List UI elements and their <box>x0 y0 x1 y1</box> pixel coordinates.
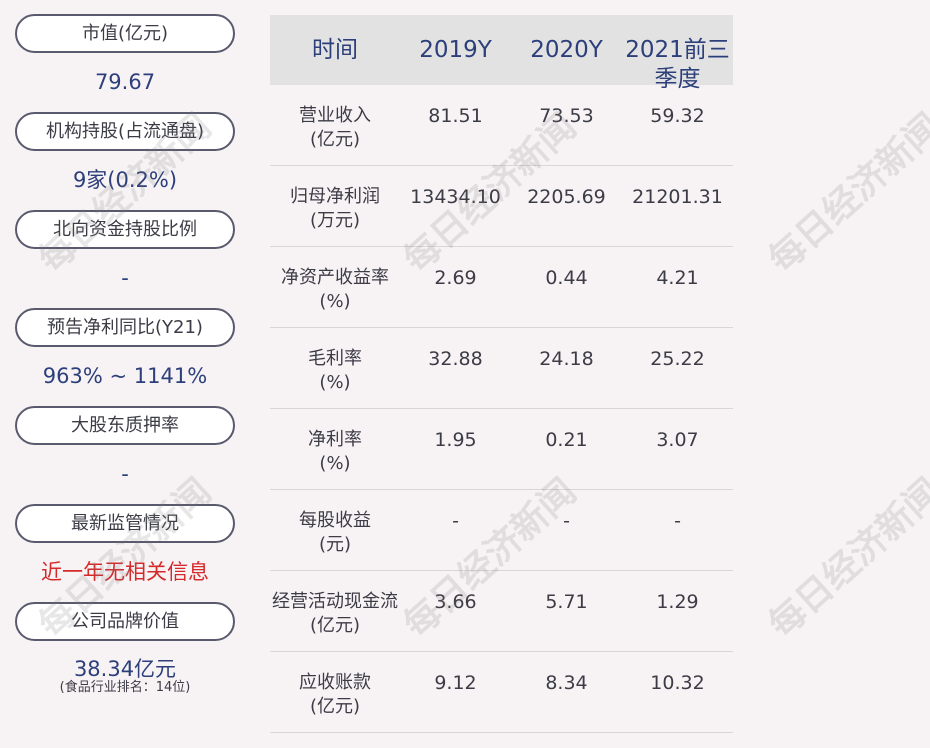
row-label: 归母净利润 (万元) <box>270 166 400 246</box>
header-2021-q3: 2021前三季度 <box>625 37 730 92</box>
northbound-ratio-label: 北向资金持股比例 <box>15 210 235 249</box>
table-cell: 4.21 <box>656 267 699 289</box>
table-cell: 21201.31 <box>632 186 723 208</box>
table-cell: 25.22 <box>650 348 705 370</box>
table-cell: 10.32 <box>650 672 705 694</box>
row-label-unit: (%) <box>319 453 351 474</box>
row-label-name: 每股收益 <box>299 510 371 531</box>
table-cell: 3.07 <box>656 429 699 451</box>
table-cell: 3.66 <box>434 591 477 613</box>
row-label: 毛利率 (%) <box>270 328 400 408</box>
row-label-name: 营业收入 <box>299 105 371 126</box>
table-cell: 0.21 <box>545 429 588 451</box>
header-2020: 2020Y <box>530 37 603 63</box>
table-header: 时间 2019Y 2020Y 2021前三季度 <box>270 15 733 92</box>
table-cell: - <box>674 510 681 532</box>
table-cell: 81.51 <box>428 105 483 127</box>
table-body: 营业收入 (亿元) 81.51 73.53 59.32 归母净利润 (万元) 13434.10… <box>270 85 733 733</box>
row-label-unit: (亿元) <box>309 129 361 150</box>
table-row: 净资产收益率 (%) 2.69 0.44 4.21 <box>270 247 733 328</box>
table-cell: 32.88 <box>428 348 483 370</box>
table-row: 归母净利润 (万元) 13434.10 2205.69 21201.31 <box>270 166 733 247</box>
table-cell: 5.71 <box>545 591 588 613</box>
table-cell: 8.34 <box>545 672 588 694</box>
table-row: 毛利率 (%) 32.88 24.18 25.22 <box>270 328 733 409</box>
row-label-name: 净利率 <box>308 429 362 450</box>
row-label-name: 净资产收益率 <box>281 267 389 288</box>
table-cell: - <box>563 510 570 532</box>
brand-value-label: 公司品牌价值 <box>15 602 235 641</box>
financial-table: 时间 2019Y 2020Y 2021前三季度 营业收入 (亿元) 81.51 73.… <box>270 15 733 733</box>
row-label: 应收账款 (亿元) <box>270 652 400 732</box>
table-row: 每股收益 (元) - - - <box>270 490 733 571</box>
market-cap-value: 79.67 <box>94 70 156 94</box>
brand-rank-note: (食品行业排名：14位) <box>59 680 191 695</box>
table-cell: 73.53 <box>539 105 594 127</box>
table-cell: 24.18 <box>539 348 594 370</box>
table-cell: 13434.10 <box>410 186 501 208</box>
row-label-unit: (万元) <box>309 210 361 231</box>
left-panel: 市值(亿元) 79.67 机构持股(占流通盘) 9家(0.2%) 北向资金持股比… <box>15 14 235 696</box>
pledge-rate-value: - <box>121 462 129 486</box>
row-label-unit: (亿元) <box>309 615 361 636</box>
brand-value-block: 38.34亿元 (食品行业排名：14位) <box>15 641 235 696</box>
row-label: 经营活动现金流 (亿元) <box>270 571 400 651</box>
regulation-label: 最新监管情况 <box>15 504 235 543</box>
table-cell: 2205.69 <box>527 186 606 208</box>
profit-forecast-value: 963% ~ 1141% <box>42 364 208 388</box>
regulation-value: 近一年无相关信息 <box>41 560 209 584</box>
table-row: 应收账款 (亿元) 9.12 8.34 10.32 <box>270 652 733 733</box>
market-cap-label: 市值(亿元) <box>15 14 235 53</box>
row-label: 每股收益 (元) <box>270 490 400 570</box>
institutional-holding-label: 机构持股(占流通盘) <box>15 112 235 151</box>
row-label-unit: (元) <box>318 534 352 555</box>
header-2019: 2019Y <box>419 37 492 63</box>
table-cell: 59.32 <box>650 105 705 127</box>
row-label-name: 归母净利润 <box>290 186 380 207</box>
header-time: 时间 <box>312 37 358 63</box>
row-label-name: 毛利率 <box>308 348 362 369</box>
row-label: 营业收入 (亿元) <box>270 85 400 165</box>
row-label-name: 应收账款 <box>299 672 371 693</box>
table-row: 营业收入 (亿元) 81.51 73.53 59.32 <box>270 85 733 166</box>
brand-value: 38.34亿元 <box>73 657 177 681</box>
table-cell: 9.12 <box>434 672 477 694</box>
table-row: 经营活动现金流 (亿元) 3.66 5.71 1.29 <box>270 571 733 652</box>
row-label: 净资产收益率 (%) <box>270 247 400 327</box>
row-label-unit: (%) <box>319 291 351 312</box>
table-cell: 2.69 <box>434 267 477 289</box>
northbound-ratio-value: - <box>121 266 129 290</box>
row-label-name: 经营活动现金流 <box>272 591 398 612</box>
table-cell: 1.95 <box>434 429 477 451</box>
institutional-holding-value: 9家(0.2%) <box>72 168 178 192</box>
table-cell: 0.44 <box>545 267 588 289</box>
table-cell: 1.29 <box>656 591 699 613</box>
table-row: 净利率 (%) 1.95 0.21 3.07 <box>270 409 733 490</box>
row-label-unit: (%) <box>319 372 351 393</box>
profit-forecast-label: 预告净利同比(Y21) <box>15 308 235 347</box>
watermark: 每日经济新闻 <box>761 471 930 647</box>
watermark: 每日经济新闻 <box>761 106 930 282</box>
row-label-unit: (亿元) <box>309 696 361 717</box>
row-label: 净利率 (%) <box>270 409 400 489</box>
table-cell: - <box>452 510 459 532</box>
pledge-rate-label: 大股东质押率 <box>15 406 235 445</box>
